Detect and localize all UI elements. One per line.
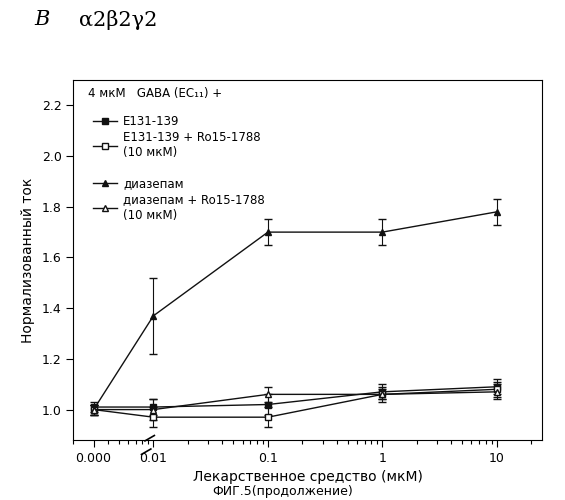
Text: ФИГ.5(продолжение): ФИГ.5(продолжение): [212, 485, 353, 498]
Text: B: B: [34, 10, 49, 29]
Text: 4 мкМ   GABA (EC₁₁) +: 4 мкМ GABA (EC₁₁) +: [88, 87, 221, 100]
Text: α2β2γ2: α2β2γ2: [79, 10, 158, 30]
Y-axis label: Нормализованный ток: Нормализованный ток: [21, 178, 35, 342]
X-axis label: Лекарственное средство (мкМ): Лекарственное средство (мкМ): [193, 470, 423, 484]
Legend: E131-139, E131-139 + Ro15-1788
(10 мкМ), , диазепам, диазепам + Ro15-1788
(10 мк: E131-139, E131-139 + Ro15-1788 (10 мкМ),…: [93, 114, 264, 222]
